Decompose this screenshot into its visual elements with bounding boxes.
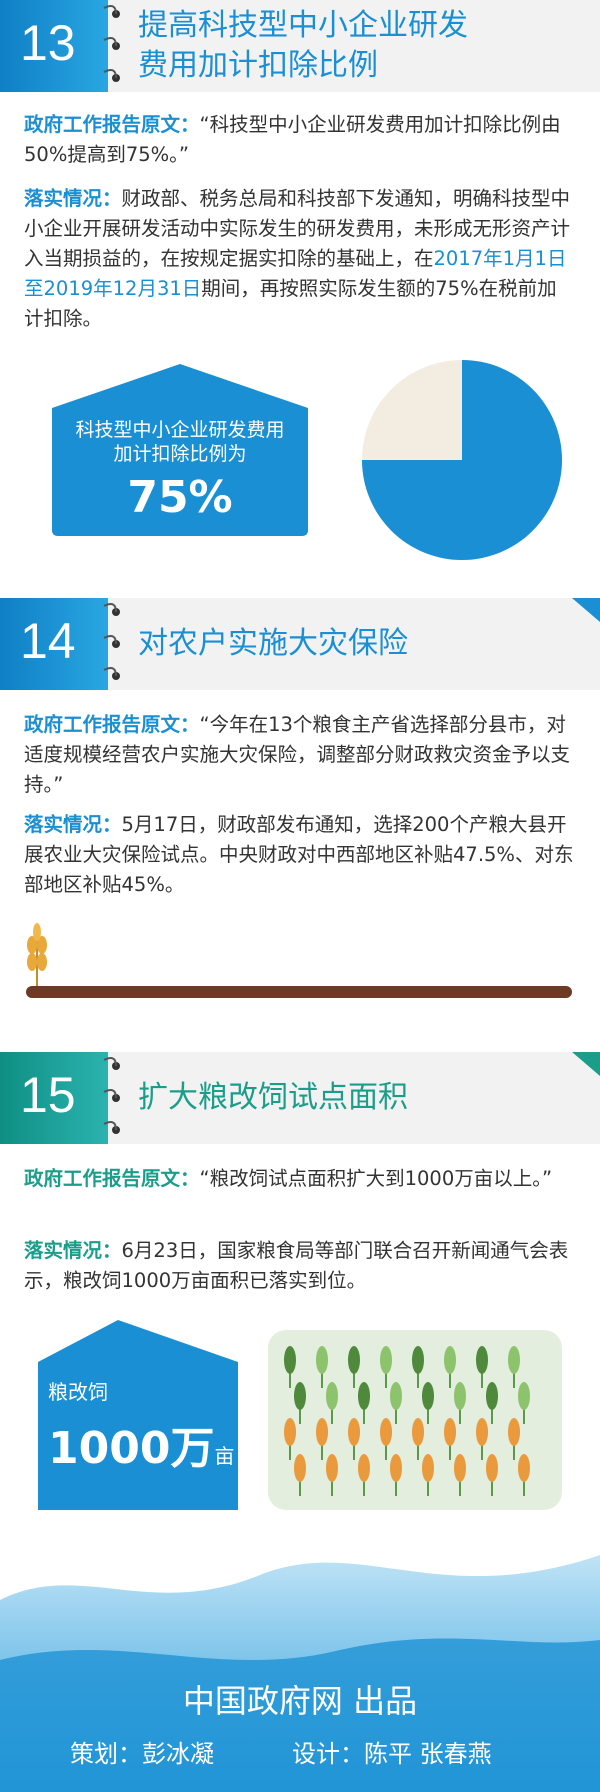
stat-caption: 科技型中小企业研发费用 加计扣除比例为 [52, 418, 308, 466]
header-1 [0, 0, 600, 92]
corn [316, 1418, 328, 1446]
leaf [508, 1346, 520, 1374]
corn [380, 1418, 392, 1446]
corn [444, 1418, 456, 1446]
leaf [380, 1346, 392, 1374]
label: 落实情况： [24, 1239, 122, 1262]
ring [103, 603, 117, 613]
corn [518, 1454, 530, 1482]
corn [412, 1418, 424, 1446]
stat-caption: 粮改饲 [48, 1380, 108, 1404]
leaf [518, 1382, 530, 1410]
original-paragraph: 政府工作报告原文：“今年在13个粮食主产省选择部分县市，对适度规模经营农户实施大… [24, 710, 576, 800]
leaf [316, 1346, 328, 1374]
section-title: 扩大粮改饲试点面积 [138, 1080, 408, 1115]
leaf [412, 1346, 424, 1374]
ring [103, 1089, 117, 1099]
corn [390, 1454, 402, 1482]
section-title: 费用加计扣除比例 [138, 48, 378, 83]
label: 政府工作报告原文： [24, 1167, 200, 1190]
status-paragraph: 落实情况：财政部、税务总局和科技部下发通知，明确科技型中小企业开展研发活动中实际… [24, 184, 576, 334]
section-title: 对农户实施大灾保险 [138, 626, 408, 661]
ring [103, 37, 117, 47]
ground-line [26, 986, 572, 998]
leaf [348, 1346, 360, 1374]
stat-value: 75% [127, 472, 233, 523]
section-number: 15 [20, 1067, 76, 1123]
text: 期间，再按照实际发生额的75%在税前加计扣除。 [24, 277, 557, 330]
section-title: 提高科技型中小企业研发 [138, 8, 468, 43]
date-highlight: 2017年1月1日至2019年12月31日 [24, 247, 567, 300]
status-paragraph: 落实情况：6月23日，国家粮食局等部门联合召开新闻通气会表示，粮改饲1000万亩… [24, 1236, 576, 1296]
ring [103, 1057, 117, 1067]
leaf [422, 1382, 434, 1410]
corn [476, 1418, 488, 1446]
ring [103, 1121, 117, 1131]
corn [508, 1418, 520, 1446]
label: 落实情况： [24, 187, 122, 210]
pie-chart [362, 360, 562, 560]
corn [358, 1454, 370, 1482]
value: 1000万 [48, 1423, 215, 1474]
label: 政府工作报告原文： [24, 113, 200, 136]
leaf [326, 1382, 338, 1410]
designer: 设计：陈平 张春燕 [292, 1740, 492, 1768]
leaf [358, 1382, 370, 1410]
status-paragraph: 落实情况：5月17日，财政部发布通知，选择200个产粮大县开展农业大灾保险试点。… [24, 810, 576, 900]
leaf [284, 1346, 296, 1374]
corn [294, 1454, 306, 1482]
text: 5月17日，财政部发布通知，选择200个产粮大县开展农业大灾保险试点。中央财政对… [24, 813, 574, 896]
unit: 亩 [214, 1444, 235, 1468]
stat-value: 1000万亩 [48, 1412, 234, 1476]
original-paragraph: 政府工作报告原文：“粮改饲试点面积扩大到1000万亩以上。” [24, 1164, 576, 1194]
leaf [486, 1382, 498, 1410]
caption-line: 加计扣除比例为 [113, 443, 247, 465]
leaf [390, 1382, 402, 1410]
ring [103, 69, 117, 79]
header-2 [0, 598, 600, 690]
leaf [444, 1346, 456, 1374]
text: “科技型中小企业研发费用加计扣除比例由50%提高到75%。” [24, 113, 561, 166]
leaf [294, 1382, 306, 1410]
text: “粮改饲试点面积扩大到1000万亩以上。” [199, 1167, 553, 1190]
ring [103, 5, 117, 15]
publisher: 中国政府网 出品 [182, 1682, 418, 1720]
corn [284, 1418, 296, 1446]
ring [103, 667, 117, 677]
planner: 策划：彭冰凝 [70, 1740, 214, 1768]
corn [348, 1418, 360, 1446]
crops [284, 1346, 530, 1496]
label: 政府工作报告原文： [24, 713, 200, 736]
corn [326, 1454, 338, 1482]
stat-house [52, 364, 308, 536]
original-paragraph: 政府工作报告原文：“科技型中小企业研发费用加计扣除比例由50%提高到75%。” [24, 110, 576, 170]
corn [454, 1454, 466, 1482]
ring [103, 635, 117, 645]
caption-line: 科技型中小企业研发费用 [75, 419, 285, 441]
leaf [454, 1382, 466, 1410]
text: “今年在13个粮食主产省选择部分县市，对适度规模经营农户实施大灾保险，调整部分财… [24, 713, 571, 796]
wave [0, 1638, 600, 1792]
wheat [27, 923, 47, 990]
corn [422, 1454, 434, 1482]
section-number: 13 [20, 15, 76, 71]
text: 6月23日，国家粮食局等部门联合召开新闻通气会表示，粮改饲1000万亩面积已落实… [24, 1239, 569, 1292]
leaf [476, 1346, 488, 1374]
section-number: 14 [20, 613, 76, 669]
text: 财政部、税务总局和科技部下发通知，明确科技型中小企业开展研发活动中实际发生的研发… [24, 187, 571, 270]
label: 落实情况： [24, 813, 122, 836]
binding-rings [103, 5, 120, 1134]
corn [486, 1454, 498, 1482]
stat-house [38, 1320, 238, 1510]
pie-slice [362, 360, 562, 560]
header-3 [0, 1052, 600, 1144]
